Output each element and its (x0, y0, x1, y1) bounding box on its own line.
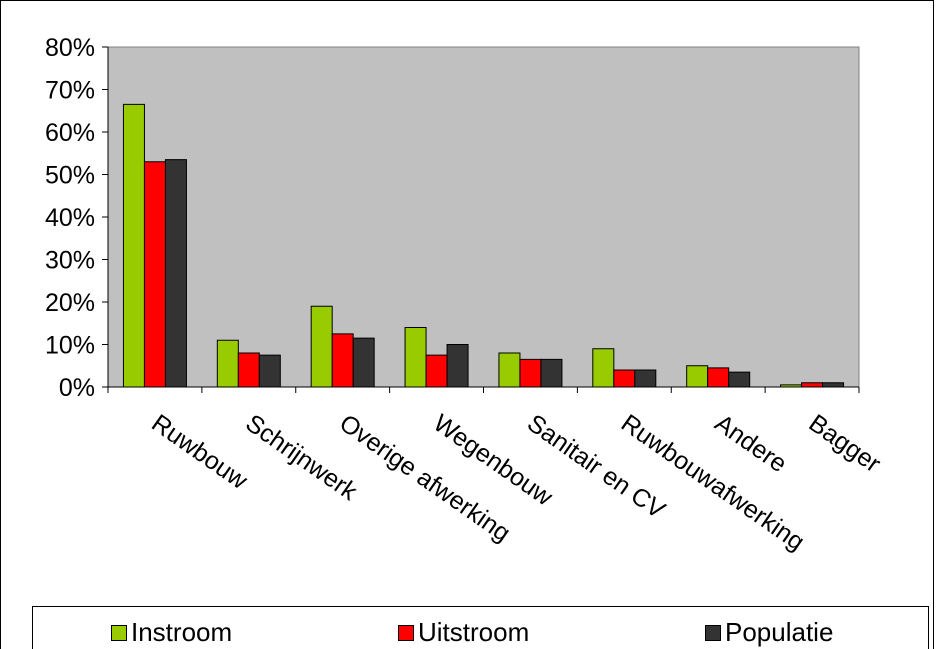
bar-uitstroom-0 (143, 161, 166, 388)
y-tick-label: 60% (45, 119, 95, 147)
legend: Instroom Uitstroom Populatie (32, 606, 929, 649)
legend-item-instroom: Instroom (111, 617, 232, 648)
bar-instroom-0 (122, 103, 145, 388)
bar-populatie-7 (822, 382, 845, 388)
y-tick-label: 80% (45, 34, 95, 62)
y-tick-label: 20% (45, 289, 95, 317)
bar-uitstroom-4 (519, 358, 542, 388)
y-tick-label: 0% (59, 374, 95, 402)
legend-item-uitstroom: Uitstroom (398, 617, 529, 648)
y-tick-label: 30% (45, 247, 95, 275)
legend-item-populatie: Populatie (705, 617, 833, 648)
x-tick-label: Ruwbouw (146, 409, 253, 495)
legend-swatch-populatie (705, 624, 721, 641)
legend-swatch-instroom (111, 624, 127, 641)
legend-label-populatie: Populatie (725, 617, 834, 647)
bar-populatie-2 (352, 337, 375, 388)
bar-populatie-0 (164, 159, 187, 388)
bar-instroom-2 (310, 305, 333, 388)
x-tick-label: Bagger (804, 409, 886, 478)
legend-swatch-uitstroom (398, 624, 414, 641)
bar-instroom-5 (592, 348, 615, 388)
bar-uitstroom-3 (425, 354, 448, 388)
bar-instroom-6 (686, 365, 709, 388)
x-tick-label: Overige afwerking (334, 409, 515, 548)
bar-instroom-3 (404, 327, 427, 388)
x-tick-label: Andere (710, 409, 792, 478)
y-tick-label: 40% (45, 204, 95, 232)
y-tick-label: 70% (45, 77, 95, 105)
y-tick-label: 50% (45, 162, 95, 190)
bar-populatie-5 (634, 369, 657, 388)
bar-instroom-1 (216, 339, 239, 388)
y-axis: 0% 10% 20% 30% 40% 50% 60% 70% 80% (45, 34, 109, 402)
plot-area (107, 46, 860, 388)
bar-populatie-6 (728, 371, 751, 388)
bar-uitstroom-2 (331, 333, 354, 388)
bar-populatie-3 (446, 344, 469, 388)
legend-label-instroom: Instroom (131, 617, 233, 647)
y-tick-label: 10% (45, 332, 95, 360)
bar-uitstroom-6 (707, 367, 730, 388)
bar-populatie-4 (540, 358, 563, 388)
legend-label-uitstroom: Uitstroom (418, 617, 530, 647)
bar-uitstroom-1 (237, 352, 260, 388)
bar-instroom-4 (498, 352, 521, 388)
bar-uitstroom-5 (613, 369, 636, 388)
bar-uitstroom-7 (801, 382, 824, 388)
bar-populatie-1 (258, 354, 281, 388)
